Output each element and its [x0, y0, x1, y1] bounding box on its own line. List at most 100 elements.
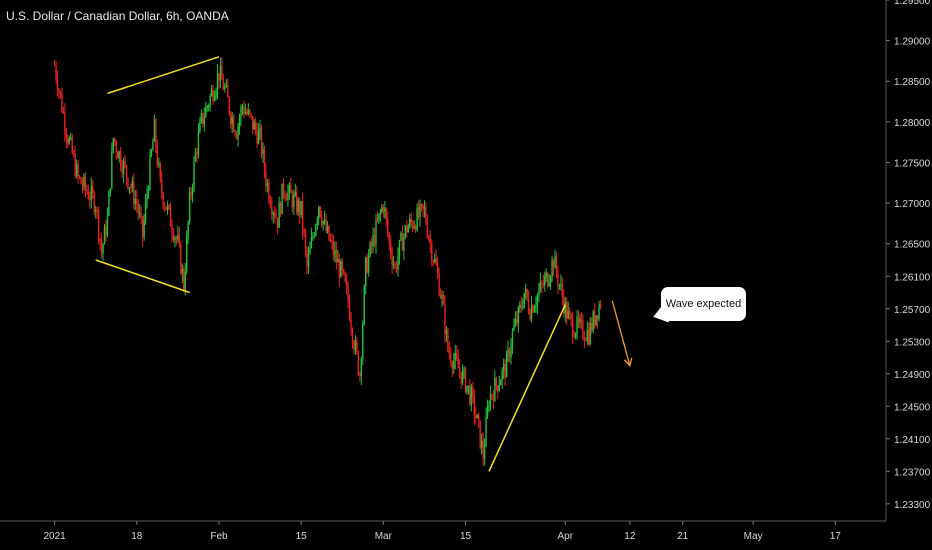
projection-line[interactable] [611, 300, 631, 366]
candle-body [592, 311, 594, 331]
trendline[interactable] [488, 304, 566, 472]
candle-body [115, 142, 117, 153]
candle-body [552, 260, 555, 269]
candle-body [234, 131, 236, 135]
wave-expected-callout[interactable]: Wave expected [661, 287, 746, 321]
candle-body [318, 206, 320, 219]
candle-body [588, 329, 590, 344]
candle-body [130, 187, 132, 189]
candle-body [549, 277, 552, 283]
candle-body [252, 115, 254, 130]
candle-body [379, 212, 382, 214]
candle-body [70, 137, 72, 139]
price-axis[interactable]: 1.29500 1.29000 1.28500 1.28000 1.27500 1.270… [886, 0, 931, 511]
candle-body [582, 319, 584, 338]
projection-arrow[interactable] [611, 300, 633, 367]
candle-body [272, 212, 274, 215]
candle-body [482, 440, 484, 459]
candle-body [428, 236, 430, 240]
x-tick-label: May [744, 531, 763, 542]
candle-body [235, 134, 238, 139]
candle-body [567, 310, 569, 319]
candle-body [246, 111, 248, 114]
candle-body [370, 242, 373, 247]
candle-body [165, 206, 167, 210]
trendline-group[interactable] [95, 56, 566, 472]
candle-body [92, 186, 94, 194]
candle-body [144, 201, 147, 221]
candle-body [293, 195, 295, 208]
candle-body [350, 320, 352, 330]
candle-body [168, 205, 170, 207]
candle-body [244, 111, 247, 114]
candle-body [84, 176, 87, 189]
candle-body [495, 378, 498, 386]
y-tick-label: 1.27500 [894, 158, 931, 169]
candle-body [523, 292, 525, 307]
candle-body [266, 182, 269, 187]
candle-body [507, 349, 509, 355]
candle-body [238, 118, 241, 126]
candle-body [117, 152, 119, 159]
candle-body [184, 271, 186, 290]
candle-body [398, 240, 401, 257]
candle-body [353, 342, 355, 350]
candle-body [106, 215, 109, 236]
candle-body [392, 264, 395, 266]
y-tick-label: 1.27000 [894, 199, 931, 210]
candle-body [95, 209, 97, 212]
candle-body [247, 110, 250, 114]
candle-body [139, 212, 141, 214]
candle-body [425, 207, 427, 223]
candle-body [367, 255, 370, 273]
candle-body [310, 237, 313, 248]
candle-body [72, 153, 75, 155]
candle-body [492, 395, 495, 402]
candle-body [410, 218, 412, 223]
candle-body [174, 237, 176, 241]
candle-body [210, 89, 213, 96]
candle-body [87, 192, 90, 199]
candle-body [162, 193, 164, 206]
candle-body [595, 315, 597, 325]
candle-body [203, 117, 205, 124]
candle-body [570, 314, 572, 320]
candle-body [461, 370, 464, 384]
candle-body [268, 182, 270, 201]
candle-body [394, 264, 396, 266]
candle-body [241, 106, 244, 108]
candle-body [498, 385, 500, 391]
candle-body [153, 119, 156, 142]
x-tick-label: 15 [460, 531, 472, 542]
candle-body [309, 247, 311, 255]
candle-body [291, 193, 294, 208]
candle-body [152, 141, 154, 151]
candle-body [533, 307, 536, 313]
candle-body [502, 364, 505, 370]
y-tick-label: 1.28500 [894, 77, 931, 88]
candle-body [529, 311, 531, 320]
candle-body [68, 138, 70, 144]
candle-body [400, 232, 402, 241]
candle-body [432, 261, 434, 263]
candle-body [569, 310, 571, 315]
candle-body [447, 329, 449, 351]
candle-body [479, 420, 481, 448]
candle-body [240, 107, 242, 119]
candle-body [158, 163, 160, 165]
time-axis[interactable]: 2021 18 Feb 15 Mar 15 Apr 12 21 May 17 [43, 521, 841, 542]
candle-body [320, 216, 323, 225]
candle-body [411, 222, 414, 229]
candle-body [127, 177, 129, 189]
candle-body [382, 206, 385, 212]
candle-body [348, 301, 351, 321]
candle-body [494, 378, 496, 402]
candle-body [216, 73, 219, 91]
y-tick-label: 1.25300 [894, 337, 931, 348]
trendline[interactable] [95, 259, 190, 294]
candle-body [489, 394, 492, 407]
candle-body [387, 219, 389, 234]
trendline[interactable] [107, 56, 220, 95]
candle-body [265, 170, 267, 187]
